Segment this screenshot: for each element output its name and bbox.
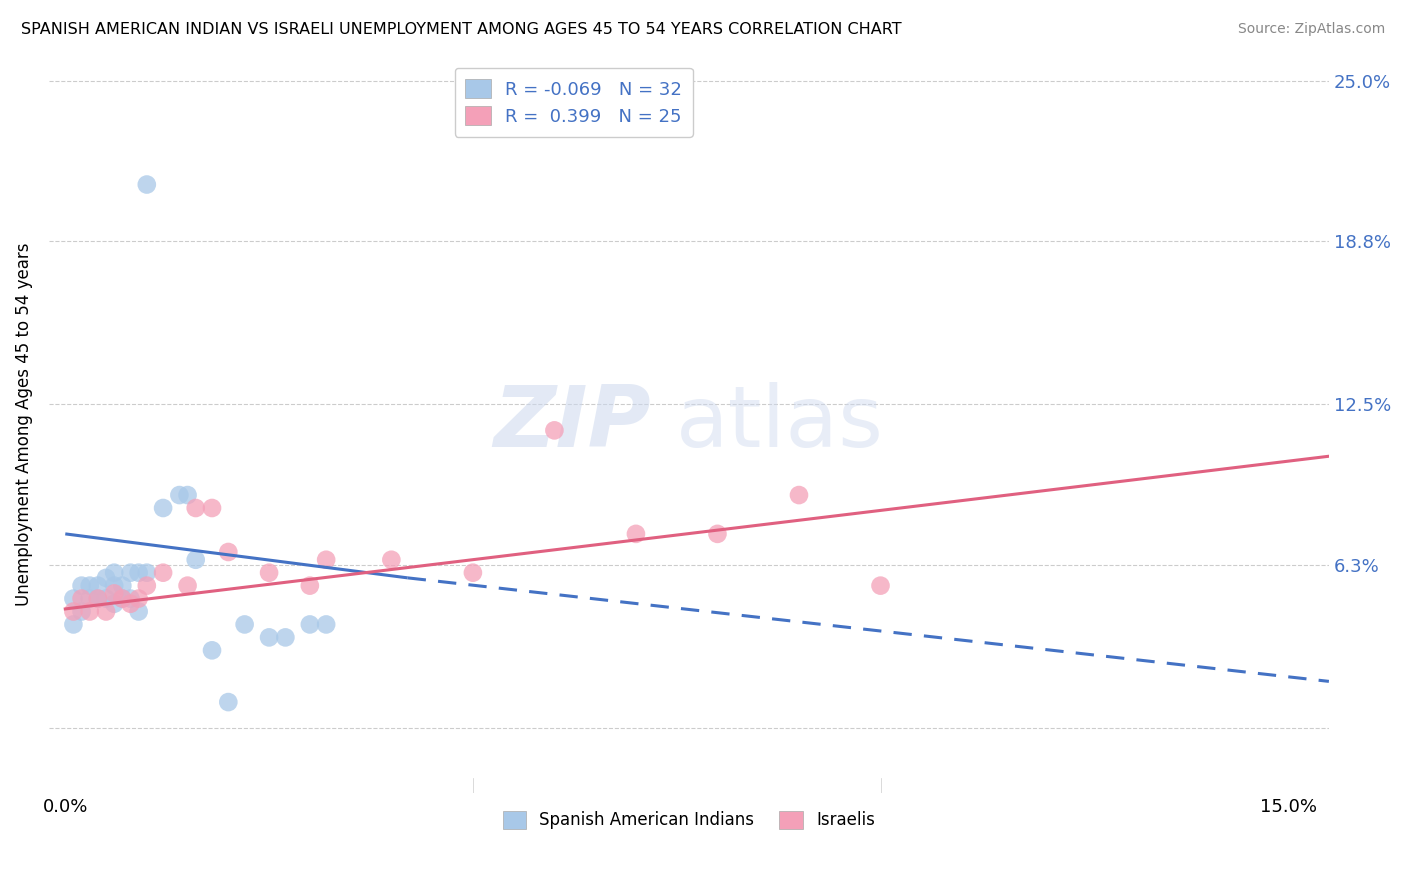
Point <box>103 597 125 611</box>
Point <box>87 591 110 606</box>
Point <box>111 579 134 593</box>
Point <box>217 695 239 709</box>
Text: SPANISH AMERICAN INDIAN VS ISRAELI UNEMPLOYMENT AMONG AGES 45 TO 54 YEARS CORREL: SPANISH AMERICAN INDIAN VS ISRAELI UNEMP… <box>21 22 901 37</box>
Point <box>298 579 321 593</box>
Point <box>135 566 157 580</box>
Point <box>128 605 150 619</box>
Point <box>315 553 337 567</box>
Point <box>461 566 484 580</box>
Point <box>298 617 321 632</box>
Point <box>176 488 198 502</box>
Point <box>103 586 125 600</box>
Point <box>70 591 93 606</box>
Point <box>274 631 297 645</box>
Point <box>201 643 224 657</box>
Point <box>79 605 101 619</box>
Point <box>869 579 891 593</box>
Point <box>152 566 174 580</box>
Point <box>103 566 125 580</box>
Point <box>79 579 101 593</box>
Text: atlas: atlas <box>676 383 884 466</box>
Point <box>120 597 142 611</box>
Point <box>62 605 84 619</box>
Point <box>257 631 280 645</box>
Point <box>128 566 150 580</box>
Point <box>111 591 134 606</box>
Text: ZIP: ZIP <box>494 383 651 466</box>
Point <box>184 501 207 516</box>
Point <box>169 488 191 502</box>
Point <box>176 579 198 593</box>
Point <box>128 591 150 606</box>
Legend: Spanish American Indians, Israelis: Spanish American Indians, Israelis <box>496 804 882 836</box>
Point <box>257 566 280 580</box>
Point <box>120 566 142 580</box>
Point <box>152 501 174 516</box>
Point <box>87 591 110 606</box>
Point <box>87 579 110 593</box>
Point <box>120 591 142 606</box>
Point <box>103 579 125 593</box>
Point <box>135 579 157 593</box>
Point <box>184 553 207 567</box>
Point <box>201 501 224 516</box>
Point <box>62 591 84 606</box>
Point <box>135 178 157 192</box>
Text: Source: ZipAtlas.com: Source: ZipAtlas.com <box>1237 22 1385 37</box>
Point <box>706 527 728 541</box>
Point <box>624 527 647 541</box>
Point <box>380 553 402 567</box>
Y-axis label: Unemployment Among Ages 45 to 54 years: Unemployment Among Ages 45 to 54 years <box>15 242 32 606</box>
Point <box>94 605 117 619</box>
Point <box>70 579 93 593</box>
Point <box>62 617 84 632</box>
Point <box>94 591 117 606</box>
Point <box>787 488 810 502</box>
Point <box>111 591 134 606</box>
Point <box>94 571 117 585</box>
Point <box>315 617 337 632</box>
Point <box>217 545 239 559</box>
Point <box>233 617 256 632</box>
Point <box>543 423 565 437</box>
Point <box>70 605 93 619</box>
Point <box>79 591 101 606</box>
